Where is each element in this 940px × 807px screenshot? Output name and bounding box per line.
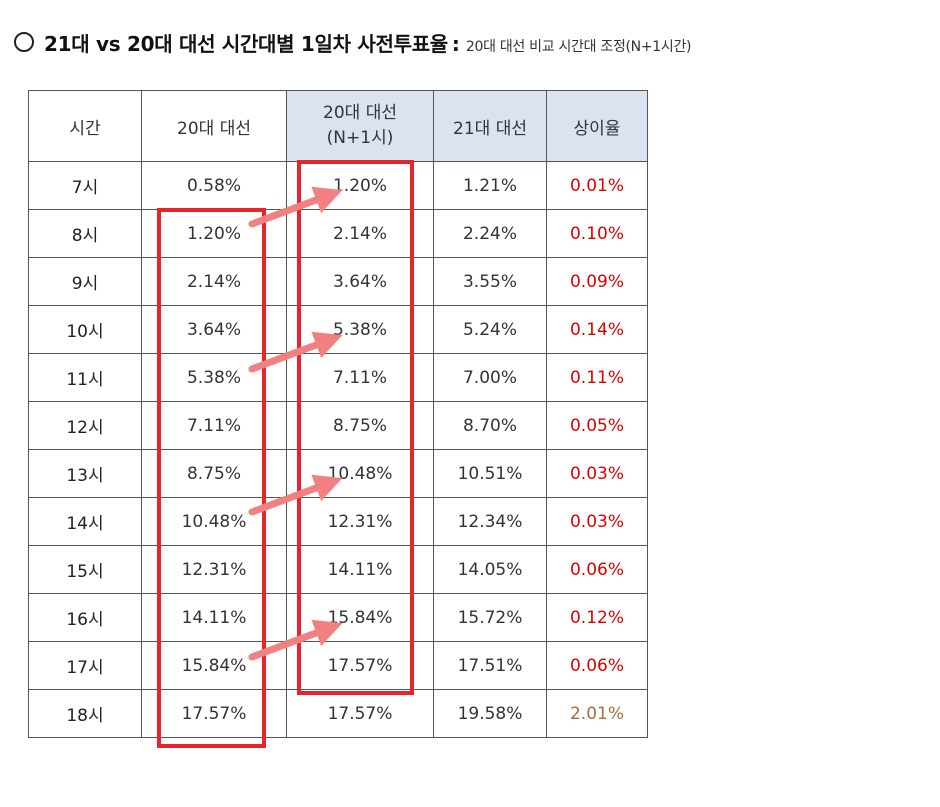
title-separator: : xyxy=(451,32,460,56)
table-row: 12시 7.11% 8.75% 8.70% 0.05% xyxy=(28,401,648,450)
cell-20th: 5.38% xyxy=(141,353,287,402)
cell-time: 12시 xyxy=(28,401,142,450)
cell-21st: 12.34% xyxy=(433,497,547,546)
header-21st-election: 21대 대선 xyxy=(433,90,547,162)
cell-time: 11시 xyxy=(28,353,142,402)
table-row: 17시 15.84% 17.57% 17.51% 0.06% xyxy=(28,641,648,690)
cell-time: 16시 xyxy=(28,593,142,642)
cell-20th: 14.11% xyxy=(141,593,287,642)
cell-21st: 3.55% xyxy=(433,257,547,306)
cell-20th-shifted: 12.31% xyxy=(286,497,434,546)
table-row: 10시 3.64% 5.38% 5.24% 0.14% xyxy=(28,305,648,354)
cell-20th-shifted: 17.57% xyxy=(286,689,434,738)
header-time: 시간 xyxy=(28,90,142,162)
header-20th-election-shifted: 20대 대선 (N+1시) xyxy=(286,90,434,162)
cell-20th: 8.75% xyxy=(141,449,287,498)
title-sub: 20대 대선 비교 시간대 조정(N+1시간) xyxy=(465,39,692,55)
table-row: 18시 17.57% 17.57% 19.58% 2.01% xyxy=(28,689,648,738)
cell-20th-shifted: 15.84% xyxy=(286,593,434,642)
title-main: 21대 vs 20대 대선 시간대별 1일차 사전투표율 xyxy=(44,32,448,56)
cell-time: 10시 xyxy=(28,305,142,354)
cell-difference: 0.06% xyxy=(546,641,648,690)
cell-difference: 0.03% xyxy=(546,497,648,546)
cell-difference: 0.09% xyxy=(546,257,648,306)
table-row: 15시 12.31% 14.11% 14.05% 0.06% xyxy=(28,545,648,594)
cell-difference: 0.06% xyxy=(546,545,648,594)
cell-21st: 19.58% xyxy=(433,689,547,738)
cell-time: 17시 xyxy=(28,641,142,690)
cell-20th-shifted: 5.38% xyxy=(286,305,434,354)
cell-20th-shifted: 3.64% xyxy=(286,257,434,306)
cell-difference: 0.11% xyxy=(546,353,648,402)
cell-20th-shifted: 14.11% xyxy=(286,545,434,594)
cell-difference: 0.05% xyxy=(546,401,648,450)
table-row: 16시 14.11% 15.84% 15.72% 0.12% xyxy=(28,593,648,642)
cell-difference: 0.12% xyxy=(546,593,648,642)
cell-20th-shifted: 1.20% xyxy=(286,161,434,210)
cell-21st: 1.21% xyxy=(433,161,547,210)
cell-difference: 0.01% xyxy=(546,161,648,210)
header-row: 시간 20대 대선 20대 대선 (N+1시) 21대 대선 상이율 xyxy=(28,90,648,162)
cell-21st: 15.72% xyxy=(433,593,547,642)
cell-21st: 14.05% xyxy=(433,545,547,594)
cell-time: 18시 xyxy=(28,689,142,738)
cell-time: 7시 xyxy=(28,161,142,210)
cell-time: 8시 xyxy=(28,209,142,258)
cell-20th-shifted: 8.75% xyxy=(286,401,434,450)
cell-20th: 0.58% xyxy=(141,161,287,210)
cell-difference: 0.03% xyxy=(546,449,648,498)
header-difference-rate: 상이율 xyxy=(546,90,648,162)
table-row: 13시 8.75% 10.48% 10.51% 0.03% xyxy=(28,449,648,498)
circle-bullet-icon xyxy=(14,32,34,52)
cell-time: 15시 xyxy=(28,545,142,594)
header-20th-election: 20대 대선 xyxy=(141,90,287,162)
cell-20th-shifted: 17.57% xyxy=(286,641,434,690)
table-row: 8시 1.20% 2.14% 2.24% 0.10% xyxy=(28,209,648,258)
cell-20th: 3.64% xyxy=(141,305,287,354)
header-20th-shifted-line1: 20대 대선 xyxy=(323,103,397,124)
cell-21st: 7.00% xyxy=(433,353,547,402)
header-20th-shifted-line2: (N+1시) xyxy=(326,128,394,148)
cell-20th: 2.14% xyxy=(141,257,287,306)
table-row: 11시 5.38% 7.11% 7.00% 0.11% xyxy=(28,353,648,402)
cell-difference: 2.01% xyxy=(546,689,648,738)
cell-21st: 5.24% xyxy=(433,305,547,354)
cell-time: 14시 xyxy=(28,497,142,546)
table-row: 14시 10.48% 12.31% 12.34% 0.03% xyxy=(28,497,648,546)
cell-21st: 2.24% xyxy=(433,209,547,258)
cell-difference: 0.10% xyxy=(546,209,648,258)
cell-20th: 17.57% xyxy=(141,689,287,738)
cell-21st: 10.51% xyxy=(433,449,547,498)
cell-20th-shifted: 7.11% xyxy=(286,353,434,402)
cell-20th-shifted: 2.14% xyxy=(286,209,434,258)
page-title: 21대 vs 20대 대선 시간대별 1일차 사전투표율:20대 대선 비교 시… xyxy=(14,28,692,57)
cell-time: 13시 xyxy=(28,449,142,498)
cell-21st: 17.51% xyxy=(433,641,547,690)
cell-20th: 1.20% xyxy=(141,209,287,258)
cell-20th: 15.84% xyxy=(141,641,287,690)
cell-20th: 12.31% xyxy=(141,545,287,594)
cell-21st: 8.70% xyxy=(433,401,547,450)
cell-time: 9시 xyxy=(28,257,142,306)
cell-20th: 10.48% xyxy=(141,497,287,546)
cell-20th-shifted: 10.48% xyxy=(286,449,434,498)
cell-20th: 7.11% xyxy=(141,401,287,450)
table-row: 7시 0.58% 1.20% 1.21% 0.01% xyxy=(28,161,648,210)
table-row: 9시 2.14% 3.64% 3.55% 0.09% xyxy=(28,257,648,306)
turnout-table: 시간 20대 대선 20대 대선 (N+1시) 21대 대선 상이율 7시 0.5… xyxy=(28,90,648,738)
cell-difference: 0.14% xyxy=(546,305,648,354)
